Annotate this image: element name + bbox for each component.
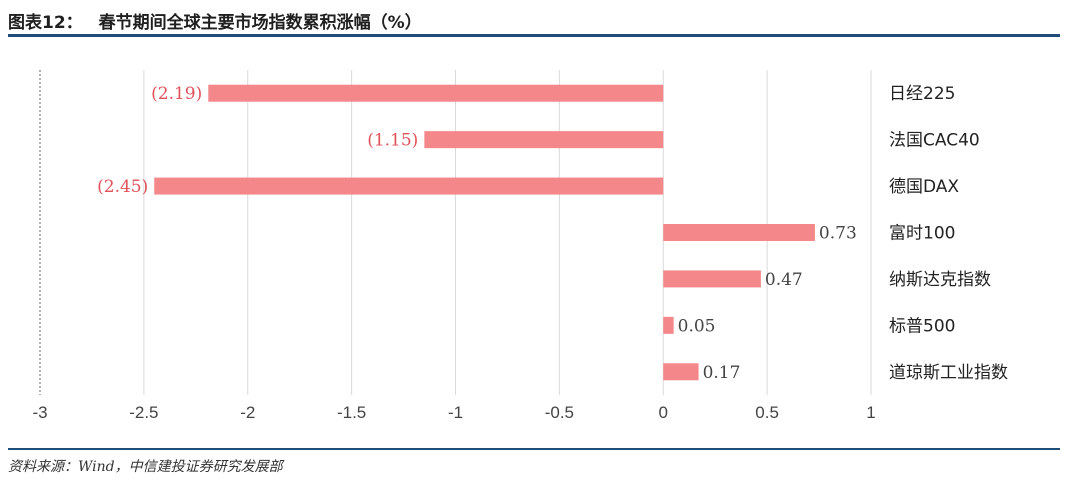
bar	[663, 316, 674, 334]
x-tick-label: 0	[659, 403, 668, 422]
x-tick-label: 0.5	[755, 403, 779, 422]
data-label: 0.05	[678, 316, 716, 336]
source-note: 资料来源：Wind，中信建投证券研究发展部	[8, 459, 283, 475]
data-label: 0.47	[765, 270, 803, 290]
figure-title-text: 春节期间全球主要市场指数累积涨幅（%）	[98, 13, 422, 33]
x-tick-label: -1.5	[337, 403, 366, 422]
bottom-rule	[8, 448, 1060, 450]
figure-label: 图表12：	[8, 13, 83, 33]
data-label: 0.17	[703, 363, 741, 383]
x-tick-label: -0.5	[545, 403, 574, 422]
data-label: (2.19)	[151, 84, 202, 104]
bar	[663, 224, 815, 241]
category-label: 富时100	[889, 224, 955, 244]
figure-title: 图表12： 春节期间全球主要市场指数累积涨幅（%）	[8, 8, 422, 33]
data-label: (2.45)	[97, 177, 148, 197]
category-label: 纳斯达克指数	[889, 270, 991, 290]
bar	[663, 270, 761, 288]
category-label: 标普500	[889, 316, 955, 336]
x-tick-label: -3	[32, 403, 47, 422]
data-label: (1.15)	[367, 131, 418, 151]
bar	[154, 177, 664, 195]
top-rule	[8, 34, 1060, 37]
x-tick-label: -2.5	[129, 403, 158, 422]
bar-chart: -3 -2.5 -2 -1.5 -1 -0.5 0 0.5 1 (2.19) 日经225 (1.15)…	[32, 70, 1008, 422]
category-label: 法国CAC40	[889, 131, 980, 151]
data-label: 0.73	[819, 224, 857, 244]
bar	[208, 84, 664, 102]
x-tick-label: 1	[866, 403, 875, 422]
x-tick-label: -2	[240, 403, 255, 422]
bar	[424, 131, 664, 149]
category-label: 日经225	[889, 84, 955, 104]
category-label: 德国DAX	[889, 177, 959, 197]
category-label: 道琼斯工业指数	[889, 363, 1008, 383]
x-tick-label: -1	[448, 403, 463, 422]
bar	[663, 363, 699, 381]
figure-header: 图表12： 春节期间全球主要市场指数累积涨幅（%）	[8, 6, 1068, 34]
